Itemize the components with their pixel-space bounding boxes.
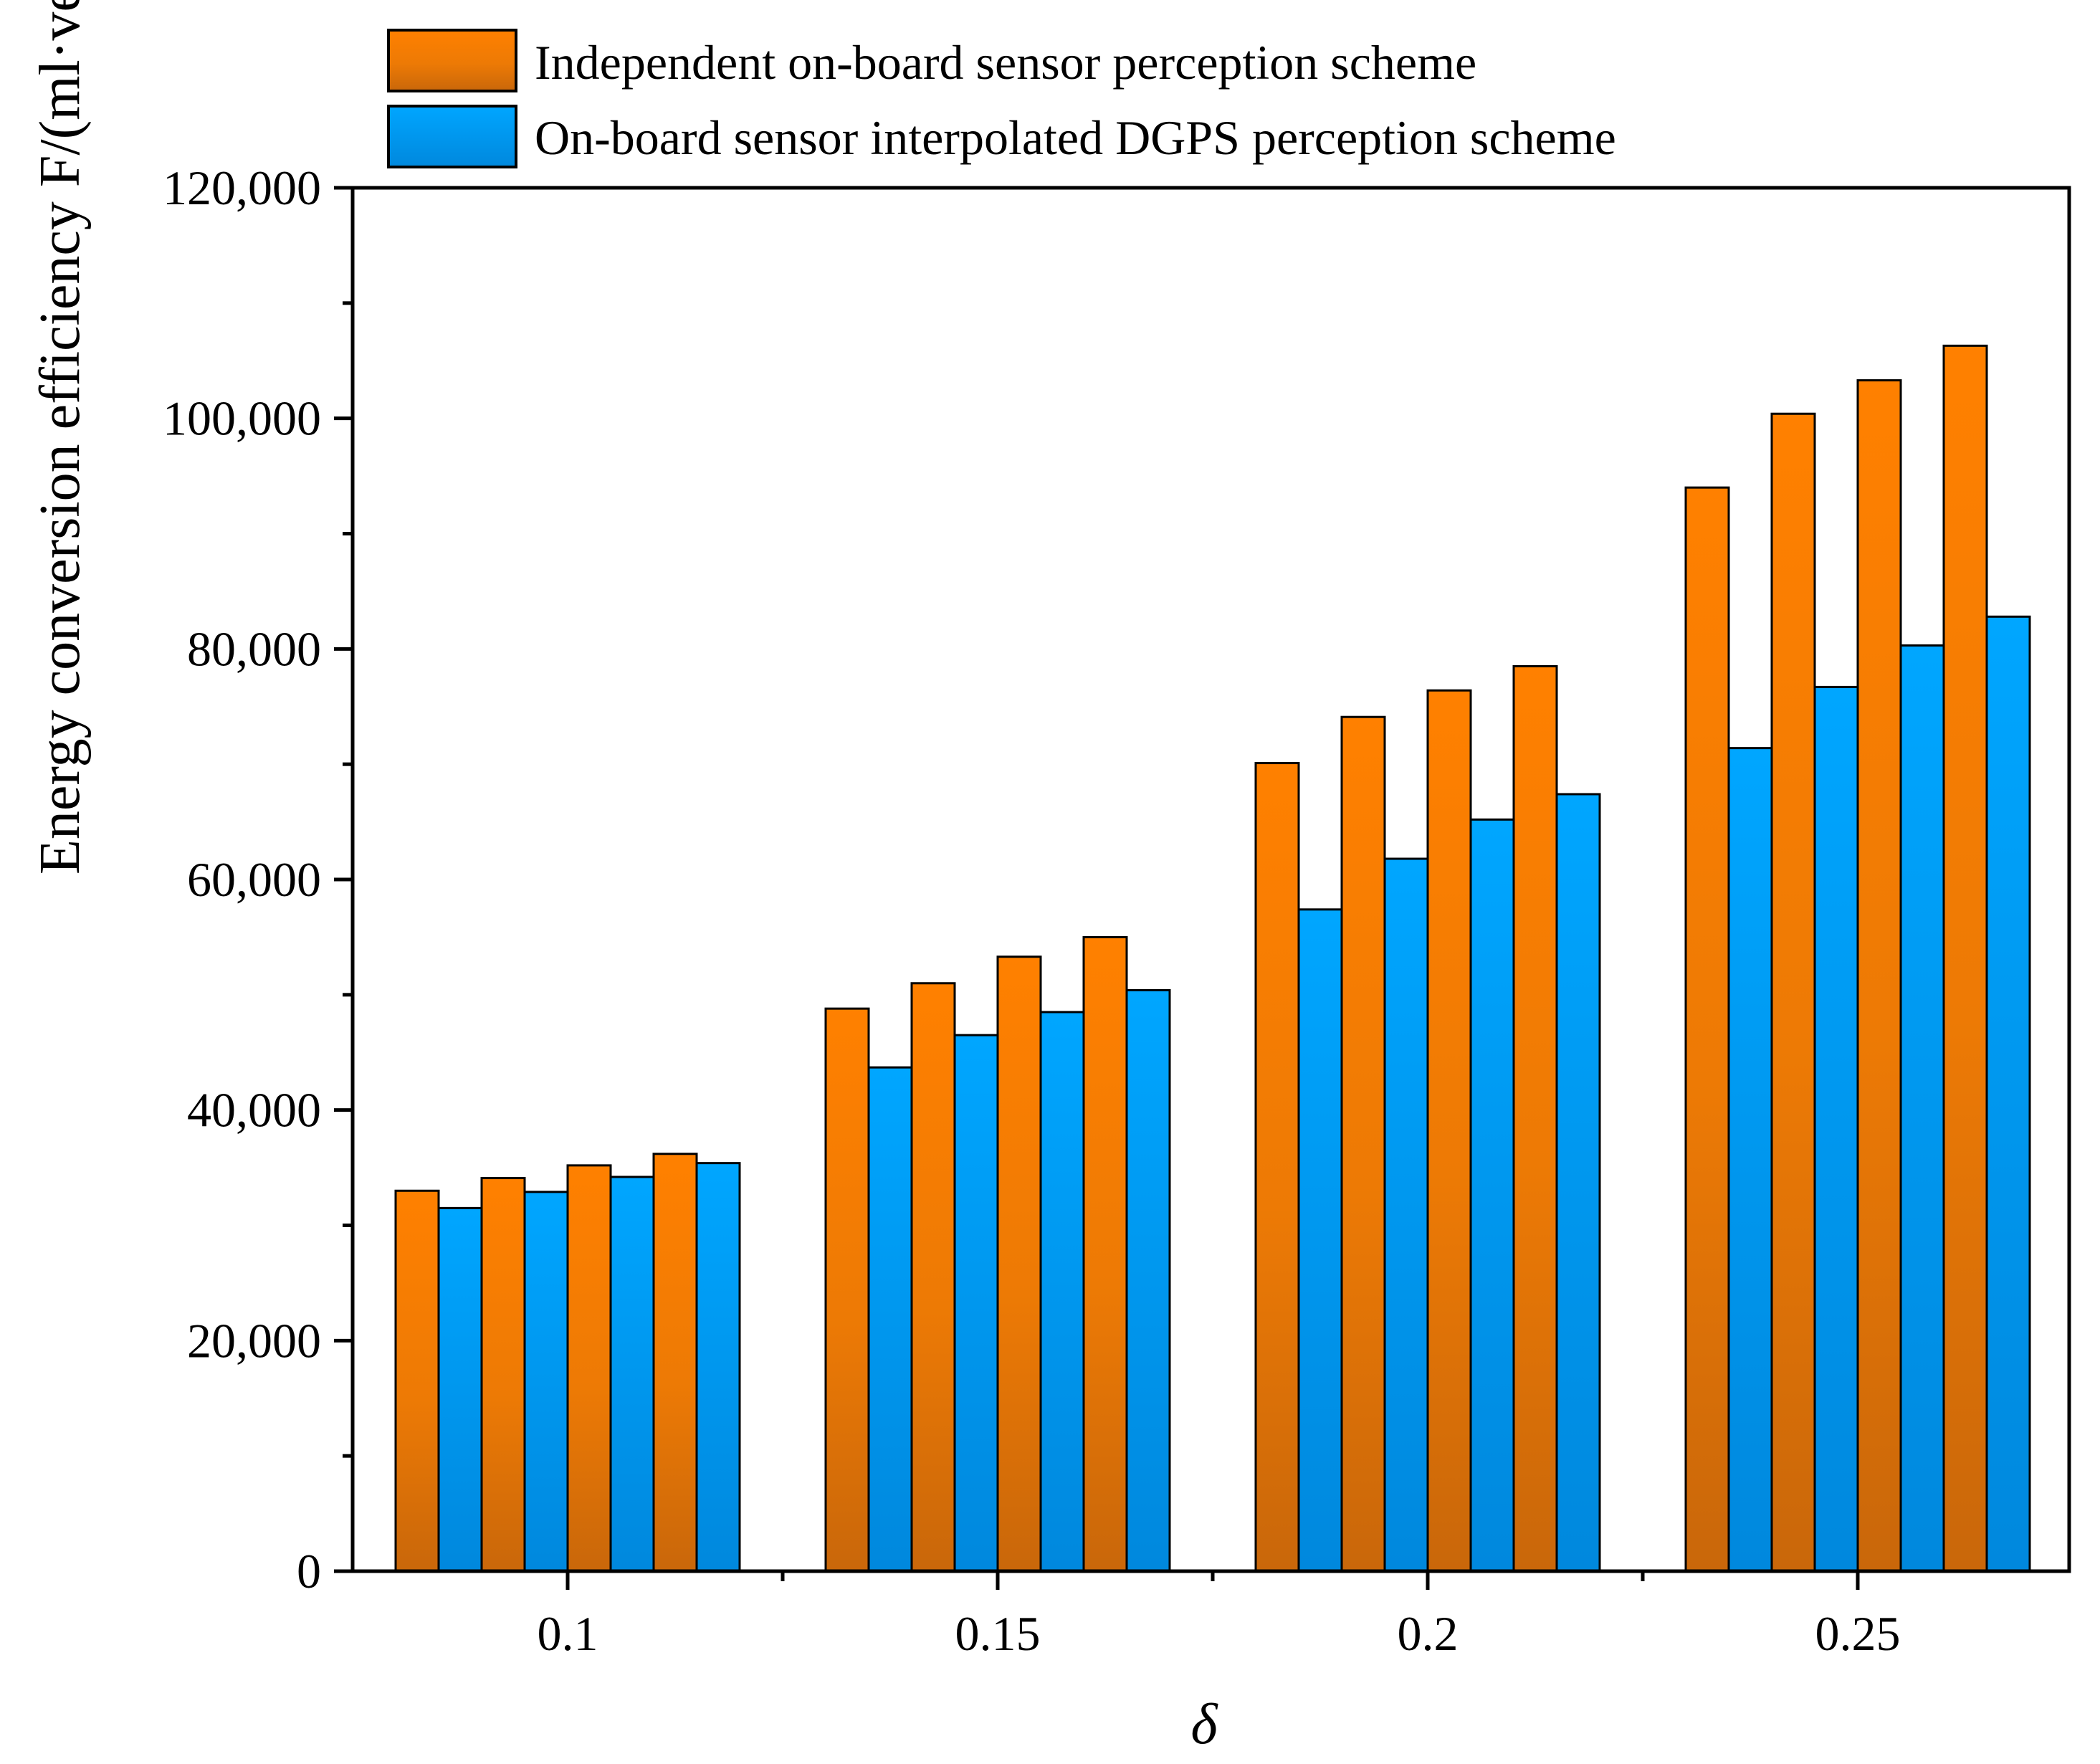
bar-dgps-g3-b3 (1469, 818, 1515, 1573)
bar-dgps-g2-b2 (953, 1034, 999, 1573)
y-tick-label: 20,000 (187, 1313, 321, 1368)
legend-label-independent: Independent on-board sensor perception s… (535, 35, 1476, 90)
bar-independent-g2-b4 (1082, 935, 1128, 1573)
bar-independent-g1-b4 (652, 1153, 698, 1573)
bar-dgps-g3-b4 (1555, 793, 1601, 1573)
legend: Independent on-board sensor perception s… (387, 29, 1616, 168)
bar-independent-g2-b2 (910, 982, 956, 1573)
x-axis: 0.1 0.15 0.2 0.25 (538, 1571, 1901, 1661)
bar-dgps-g1-b2 (523, 1191, 569, 1573)
bar-independent-g1-b2 (480, 1177, 526, 1573)
bar-independent-g1-b1 (394, 1189, 440, 1573)
bars-layer (394, 344, 2031, 1573)
bar-dgps-g1-b4 (695, 1162, 741, 1573)
bar-dgps-g2-b1 (867, 1066, 913, 1573)
bar-independent-g3-b1 (1254, 762, 1300, 1573)
bar-independent-g3-b3 (1426, 689, 1472, 1573)
bar-independent-g4-b1 (1684, 486, 1730, 1573)
bar-independent-g4-b4 (1942, 344, 1988, 1573)
bar-independent-g3-b4 (1512, 664, 1558, 1573)
legend-item-independent: Independent on-board sensor perception s… (387, 29, 1476, 92)
y-axis-title-main: Energy conversion efficiency F/(ml·veh (29, 0, 92, 874)
legend-swatch-blue (387, 105, 517, 168)
plot-frame (350, 186, 2071, 1573)
legend-label-dgps: On-board sensor interpolated DGPS percep… (535, 110, 1616, 165)
bar-dgps-g4-b4 (1985, 615, 2031, 1573)
bar-independent-g4-b2 (1770, 412, 1816, 1573)
bar-independent-g2-b3 (996, 955, 1042, 1573)
legend-item-dgps: On-board sensor interpolated DGPS percep… (387, 105, 1616, 168)
bar-dgps-g4-b2 (1813, 685, 1859, 1573)
bar-independent-g3-b2 (1340, 715, 1386, 1573)
bar-dgps-g1-b1 (437, 1206, 483, 1573)
legend-swatch-orange (387, 29, 517, 92)
bar-independent-g4-b3 (1856, 379, 1902, 1573)
y-axis: 0 20,000 40,000 60,000 80,000 100,000 120,000 (163, 161, 353, 1598)
x-tick-label: 0.15 (955, 1606, 1041, 1661)
y-tick-label: 100,000 (163, 391, 321, 446)
y-axis-title: Energy conversion efficiency F/(ml·veh-1… (22, 0, 92, 874)
bar-independent-g2-b1 (824, 1007, 870, 1573)
bar-independent-g1-b3 (566, 1164, 612, 1573)
x-tick-label: 0.25 (1815, 1606, 1901, 1661)
x-tick-label: 0.1 (538, 1606, 598, 1661)
bar-dgps-g4-b3 (1899, 644, 1945, 1573)
bar-dgps-g4-b1 (1727, 747, 1773, 1573)
x-tick-label: 0.2 (1398, 1606, 1459, 1661)
y-tick-label: 0 (297, 1544, 321, 1598)
bar-dgps-g3-b1 (1297, 908, 1343, 1573)
bar-dgps-g2-b4 (1125, 988, 1171, 1573)
x-axis-title: δ (1190, 1693, 1218, 1756)
y-tick-label: 60,000 (187, 852, 321, 907)
y-tick-label: 40,000 (187, 1083, 321, 1138)
y-tick-label: 80,000 (187, 621, 321, 676)
bar-dgps-g1-b3 (609, 1176, 655, 1573)
bar-dgps-g2-b3 (1039, 1011, 1085, 1573)
bar-dgps-g3-b2 (1383, 857, 1429, 1573)
y-tick-label: 120,000 (163, 161, 321, 215)
